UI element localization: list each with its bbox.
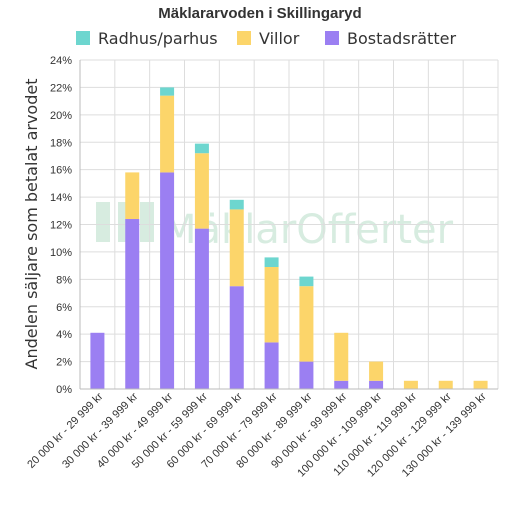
y-tick-label: 2% [56, 357, 72, 369]
bar-segment [229, 286, 244, 389]
bar-segment [125, 219, 140, 389]
bar-segment [334, 380, 349, 389]
y-tick-label: 22% [50, 82, 72, 94]
bar-segment [438, 380, 453, 389]
bar-segment [160, 87, 175, 96]
bar-segment [369, 380, 384, 389]
bar-segment [334, 332, 349, 381]
legend-label: Radhus/parhus [98, 29, 218, 48]
bar-segment [473, 380, 488, 389]
bar-segment [194, 228, 209, 389]
legend: Radhus/parhus Villor Bostadsrätter [76, 29, 456, 48]
y-axis-label: Andelen säljare som betalat arvodet [22, 79, 41, 370]
bar-segment [125, 172, 140, 220]
legend-swatch [237, 31, 251, 45]
y-tick-label: 6% [56, 302, 72, 314]
legend-swatch [76, 31, 90, 45]
bar-segment [194, 153, 209, 229]
y-tick-label: 12% [50, 220, 72, 232]
grid [79, 59, 499, 390]
y-tick-label: 14% [50, 192, 72, 204]
y-tick-label: 20% [50, 110, 72, 122]
bar-segment [229, 209, 244, 287]
bar-segment [90, 332, 105, 389]
y-tick-label: 24% [50, 55, 72, 67]
bar-segment [160, 95, 175, 173]
y-tick-label: 18% [50, 137, 72, 149]
watermark-logo [96, 202, 110, 242]
y-tick-label: 8% [56, 274, 72, 286]
y-tick-label: 0% [56, 384, 72, 396]
bar-segment [299, 361, 314, 389]
watermark-logo [140, 202, 154, 242]
legend-label: Bostadsrätter [347, 29, 456, 48]
bar-segment [403, 380, 418, 389]
y-tick-labels: 0% 2% 4% 6% 8% 10% 12% 14% 16% 18% 20% 22% 24% [50, 55, 72, 396]
bar-segment [229, 199, 244, 210]
legend-label: Villor [259, 29, 300, 48]
bar-segment [264, 266, 279, 343]
y-tick-label: 10% [50, 247, 72, 259]
bar-segment [264, 342, 279, 389]
bar-segment [369, 361, 384, 381]
watermark-text: MäklarOfferter [162, 207, 454, 253]
legend-swatch [325, 31, 339, 45]
y-tick-label: 16% [50, 165, 72, 177]
bar-segment [160, 172, 175, 389]
watermark: MäklarOfferter [96, 202, 454, 253]
bars [90, 87, 488, 389]
bar-segment [299, 286, 314, 362]
axes [79, 60, 498, 390]
chart-title: Mäklararvoden i Skillingaryd [158, 5, 361, 22]
y-tick-label: 4% [56, 329, 72, 341]
bar-segment [299, 276, 314, 287]
bar-segment [194, 143, 209, 154]
bar-segment [264, 257, 279, 267]
